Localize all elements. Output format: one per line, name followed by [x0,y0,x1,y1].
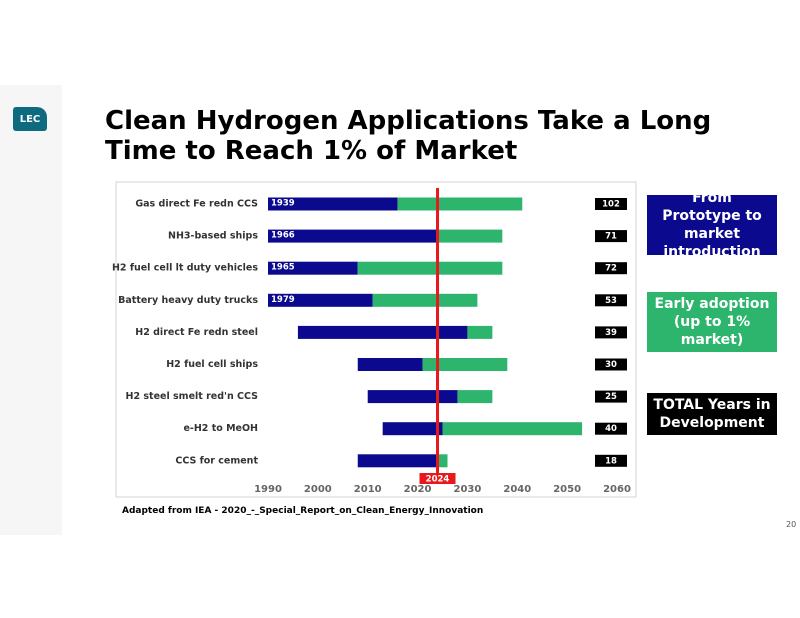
x-tick-label: 2060 [603,484,631,495]
total-box [595,294,627,307]
bar-adoption [442,422,583,436]
total-box [595,454,627,467]
total-label: 40 [605,424,617,434]
bar-adoption [422,358,508,371]
total-label: 18 [605,456,617,466]
total-label: 30 [605,360,617,370]
marker-tag [419,473,456,484]
start-label: 1965 [271,263,295,273]
start-label: 1979 [271,295,295,305]
bar-adoption [457,390,493,404]
bar-adoption [372,293,478,307]
category-label: Gas direct Fe redn CCS [135,199,258,210]
start-label: 1939 [271,199,295,209]
bar-prototype [268,197,398,211]
category-label: CCS for cement [175,455,258,466]
total-box [595,198,627,210]
x-tick-label: 2010 [354,484,382,495]
footnote: Adapted from IEA - 2020_-_Special_Report… [122,506,484,516]
bar-prototype [268,229,438,243]
total-box [595,326,627,339]
total-label: 53 [605,296,617,306]
bar-prototype [382,422,443,436]
x-tick-label: 1990 [254,484,282,495]
bar-adoption [437,454,448,468]
plot-area [268,197,583,468]
x-tick-label: 2040 [503,484,531,495]
total-label: 102 [602,200,620,210]
category-label: e-H2 to MeOH [183,423,258,434]
total-label: 39 [605,328,617,338]
legend-box: TOTAL Years in Development [647,393,777,435]
total-label: 72 [605,264,617,274]
category-label: H2 direct Fe redn steel [135,327,258,338]
bar-adoption [397,197,523,211]
x-tick-label: 2000 [304,484,332,495]
bar-adoption [467,325,493,339]
legend-box: Early adoption (up to 1% market) [647,292,777,352]
category-label: H2 fuel cell ships [166,359,258,370]
x-tick-label: 2020 [404,484,432,495]
total-label: 71 [605,232,617,242]
category-label: NH3-based ships [168,231,258,242]
side-panel [0,85,62,535]
bar-prototype [367,390,458,404]
total-box [595,422,627,435]
total-box [595,230,627,243]
x-tick-label: 2050 [553,484,581,495]
bar-adoption [437,229,503,243]
x-tick-label: 2030 [454,484,482,495]
category-label: H2 fuel cell lt duty vehicles [112,263,258,274]
bar-prototype [297,325,468,339]
slide-title: Clean Hydrogen Applications Take a Long … [105,106,712,166]
page-number: 20 [786,520,797,529]
category-label: Battery heavy duty trucks [118,295,258,306]
category-label: H2 steel smelt red'n CCS [126,391,259,402]
bar-prototype [268,261,358,275]
start-label: 1966 [271,231,295,241]
chart-frame [115,181,637,498]
bar-prototype [268,293,373,307]
legend-box: From Prototype to market introduction [647,190,777,260]
total-box [595,262,627,275]
total-box [595,358,627,371]
bar-adoption [357,261,503,275]
total-label: 25 [605,392,617,402]
marker-label: 2024 [426,475,450,485]
bar-prototype [357,454,438,468]
total-box [595,390,627,403]
logo: LEC [13,107,47,131]
bar-prototype [357,358,423,371]
